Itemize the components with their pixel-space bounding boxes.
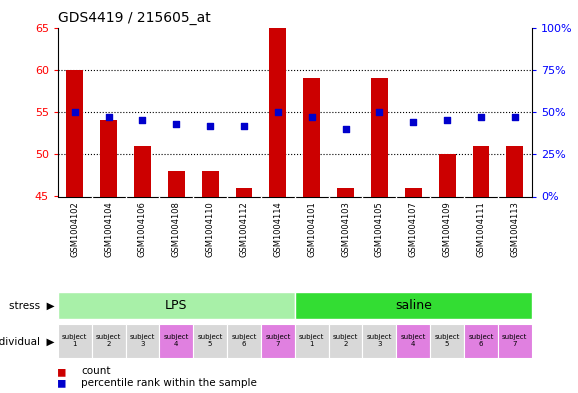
Bar: [202, 171, 218, 196]
Text: count: count: [81, 366, 110, 376]
Bar: [269, 28, 286, 196]
Text: subject
3: subject 3: [129, 334, 155, 347]
Bar: [473, 146, 490, 196]
Bar: [430, 324, 464, 358]
Bar: [236, 188, 253, 196]
Text: individual  ▶: individual ▶: [0, 337, 55, 347]
Bar: [134, 146, 151, 196]
Bar: [125, 324, 160, 358]
Text: ■: ■: [58, 376, 65, 390]
Point: [138, 117, 147, 123]
Bar: [295, 292, 532, 319]
Point: [104, 114, 113, 120]
Text: subject
7: subject 7: [502, 334, 528, 347]
Text: percentile rank within the sample: percentile rank within the sample: [81, 378, 257, 388]
Text: subject
6: subject 6: [468, 334, 494, 347]
Bar: [58, 324, 92, 358]
Text: stress  ▶: stress ▶: [9, 301, 55, 311]
Text: subject
5: subject 5: [435, 334, 460, 347]
Text: GSM1004106: GSM1004106: [138, 201, 147, 257]
Bar: [464, 324, 498, 358]
Bar: [362, 324, 397, 358]
Text: GSM1004111: GSM1004111: [476, 201, 486, 257]
Bar: [397, 324, 430, 358]
Bar: [227, 324, 261, 358]
Text: GSM1004102: GSM1004102: [71, 201, 79, 257]
Text: GSM1004110: GSM1004110: [206, 201, 214, 257]
Bar: [295, 324, 329, 358]
Bar: [498, 324, 532, 358]
Bar: [303, 78, 320, 196]
Text: GSM1004107: GSM1004107: [409, 201, 418, 257]
Text: GDS4419 / 215605_at: GDS4419 / 215605_at: [58, 11, 210, 25]
Point: [70, 109, 79, 115]
Text: GSM1004109: GSM1004109: [443, 201, 451, 257]
Point: [206, 122, 215, 129]
Point: [172, 121, 181, 127]
Text: LPS: LPS: [165, 299, 187, 312]
Bar: [337, 188, 354, 196]
Text: subject
3: subject 3: [366, 334, 392, 347]
Bar: [371, 78, 388, 196]
Point: [341, 126, 350, 132]
Text: GSM1004104: GSM1004104: [104, 201, 113, 257]
Bar: [92, 324, 125, 358]
Text: subject
7: subject 7: [265, 334, 291, 347]
Text: GSM1004103: GSM1004103: [341, 201, 350, 257]
Bar: [329, 324, 362, 358]
Text: GSM1004105: GSM1004105: [375, 201, 384, 257]
Bar: [405, 188, 422, 196]
Text: subject
1: subject 1: [62, 334, 87, 347]
Bar: [193, 324, 227, 358]
Bar: [100, 120, 117, 196]
Bar: [506, 146, 523, 196]
Point: [273, 109, 283, 115]
Text: ■: ■: [58, 365, 65, 378]
Text: GSM1004113: GSM1004113: [510, 201, 519, 257]
Text: GSM1004114: GSM1004114: [273, 201, 282, 257]
Text: subject
1: subject 1: [299, 334, 324, 347]
Point: [443, 117, 452, 123]
Text: GSM1004108: GSM1004108: [172, 201, 181, 257]
Bar: [439, 154, 455, 196]
Text: saline: saline: [395, 299, 432, 312]
Bar: [160, 324, 193, 358]
Point: [476, 114, 486, 120]
Bar: [261, 324, 295, 358]
Text: subject
6: subject 6: [231, 334, 257, 347]
Text: subject
5: subject 5: [198, 334, 223, 347]
Text: subject
2: subject 2: [96, 334, 121, 347]
Point: [510, 114, 520, 120]
Point: [239, 122, 249, 129]
Bar: [66, 70, 83, 196]
Bar: [168, 171, 185, 196]
Point: [307, 114, 316, 120]
Point: [375, 109, 384, 115]
Text: GSM1004101: GSM1004101: [307, 201, 316, 257]
Bar: [58, 292, 295, 319]
Text: subject
4: subject 4: [401, 334, 426, 347]
Point: [409, 119, 418, 125]
Text: subject
4: subject 4: [164, 334, 189, 347]
Text: GSM1004112: GSM1004112: [239, 201, 249, 257]
Text: subject
2: subject 2: [333, 334, 358, 347]
